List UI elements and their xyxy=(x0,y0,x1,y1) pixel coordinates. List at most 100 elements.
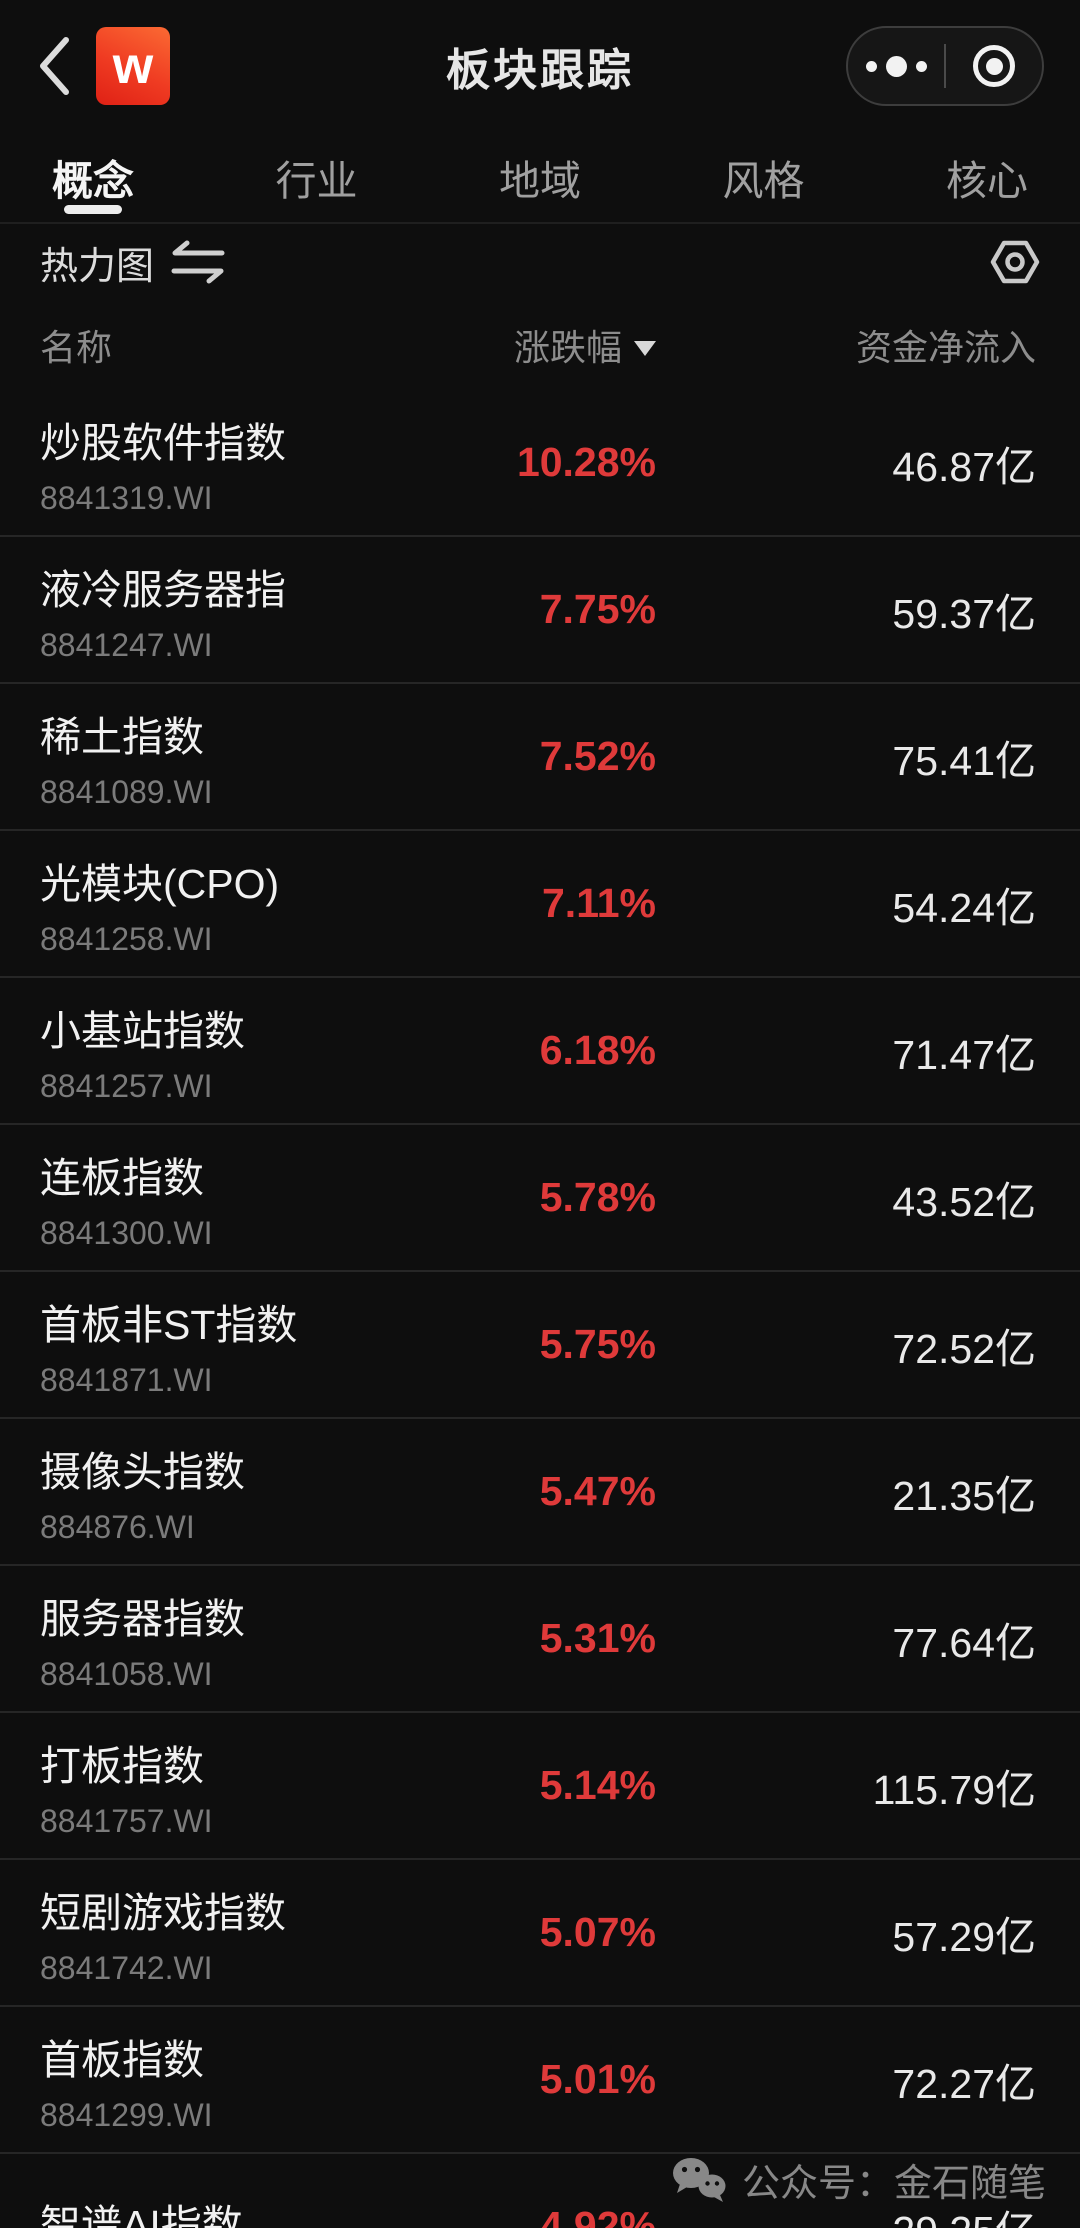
index-name: 连板指数 xyxy=(40,1154,204,1201)
miniprogram-capsule xyxy=(846,26,1044,106)
close-miniprogram-button[interactable] xyxy=(946,28,1042,104)
change-percent: 5.01% xyxy=(539,2056,656,2102)
index-code: 8841300.WI xyxy=(40,1214,213,1251)
index-name: 炒股软件指数 xyxy=(40,419,286,466)
swap-arrows-icon xyxy=(171,240,225,284)
wind-logo: w xyxy=(96,27,170,105)
table-row[interactable]: 打板指数 8841757.WI 5.14% 115.79亿 xyxy=(0,1713,1080,1860)
net-inflow: 77.64亿 xyxy=(892,1619,1036,1666)
tab-label: 地域 xyxy=(499,158,581,204)
index-name: 小基站指数 xyxy=(40,1007,245,1054)
heatmap-toggle-label[interactable]: 热力图 xyxy=(40,245,155,288)
net-inflow: 29.25亿 xyxy=(656,2197,1036,2228)
index-name: 短剧游戏指数 xyxy=(40,1889,286,1936)
index-name: 液冷服务器指 xyxy=(40,566,286,613)
index-name: 稀土指数 xyxy=(40,713,204,760)
change-percent: 7.52% xyxy=(539,733,656,779)
change-percent: 5.75% xyxy=(539,1321,656,1367)
tab-风格[interactable]: 风格 xyxy=(723,132,805,222)
swap-view-button[interactable] xyxy=(170,239,226,285)
tab-label: 概念 xyxy=(52,158,134,204)
index-code: 8841058.WI xyxy=(40,1655,213,1692)
ellipsis-icon xyxy=(865,55,927,77)
active-tab-underline xyxy=(64,205,122,214)
index-name: 首板非ST指数 xyxy=(40,1301,298,1348)
index-code: 8841247.WI xyxy=(40,626,213,663)
change-percent: 4.92% xyxy=(539,2203,656,2228)
net-inflow: 54.24亿 xyxy=(892,884,1036,931)
net-inflow: 71.47亿 xyxy=(892,1031,1036,1078)
index-code: 8841299.WI xyxy=(40,2096,213,2133)
net-inflow: 21.35亿 xyxy=(892,1472,1036,1519)
header-name: 名称 xyxy=(40,327,113,368)
back-chevron-icon xyxy=(40,37,69,95)
back-button[interactable] xyxy=(36,34,80,98)
table-row[interactable]: 小基站指数 8841257.WI 6.18% 71.47亿 xyxy=(0,978,1080,1125)
hexagon-settings-icon xyxy=(990,240,1040,284)
top-bar: w 板块跟踪 xyxy=(0,0,1080,132)
table-row[interactable]: 首板指数 8841299.WI 5.01% 72.27亿 xyxy=(0,2007,1080,2154)
index-code: 884876.WI xyxy=(40,1508,195,1545)
table-header: 名称 涨跌幅 资金净流入 xyxy=(0,300,1080,390)
index-code: 8841871.WI xyxy=(40,1361,213,1398)
table-row[interactable]: 摄像头指数 884876.WI 5.47% 21.35亿 xyxy=(0,1419,1080,1566)
net-inflow: 43.52亿 xyxy=(892,1178,1036,1225)
target-circle-icon xyxy=(973,45,1015,87)
tab-地域[interactable]: 地域 xyxy=(499,132,581,222)
tab-label: 核心 xyxy=(946,158,1028,204)
index-name: 打板指数 xyxy=(40,1742,204,1789)
change-percent: 5.31% xyxy=(539,1615,656,1661)
net-inflow: 75.41亿 xyxy=(892,737,1036,784)
index-name: 摄像头指数 xyxy=(40,1448,245,1495)
view-toolbar: 热力图 xyxy=(0,224,1080,300)
sort-desc-icon xyxy=(634,340,656,356)
net-inflow: 115.79亿 xyxy=(872,1766,1036,1813)
more-options-button[interactable] xyxy=(848,28,944,104)
index-name: 服务器指数 xyxy=(40,1595,245,1642)
change-percent: 5.78% xyxy=(539,1174,656,1220)
table-row[interactable]: 稀土指数 8841089.WI 7.52% 75.41亿 xyxy=(0,684,1080,831)
index-name: 光模块(CPO) xyxy=(40,860,280,907)
tab-label: 风格 xyxy=(722,158,805,204)
tab-行业[interactable]: 行业 xyxy=(276,132,358,222)
change-percent: 10.28% xyxy=(516,439,656,485)
table-row[interactable]: 光模块(CPO) 8841258.WI 7.11% 54.24亿 xyxy=(0,831,1080,978)
index-code: 8841319.WI xyxy=(40,479,213,516)
net-inflow: 72.52亿 xyxy=(892,1325,1036,1372)
index-name: 首板指数 xyxy=(40,2036,204,2083)
table-row[interactable]: 智谱AI指数 4.92% 29.25亿 xyxy=(0,2154,1080,2228)
net-inflow: 46.87亿 xyxy=(892,443,1036,490)
net-inflow: 59.37亿 xyxy=(892,590,1036,637)
change-percent: 7.75% xyxy=(539,586,656,632)
tab-概念[interactable]: 概念 xyxy=(52,132,134,222)
index-code: 8841257.WI xyxy=(40,1067,213,1104)
index-code: 8841757.WI xyxy=(40,1802,213,1839)
net-inflow: 72.27亿 xyxy=(892,2060,1036,2107)
category-tab-bar: 概念 行业 地域 风格 核心 xyxy=(0,132,1080,224)
table-row[interactable]: 炒股软件指数 8841319.WI 10.28% 46.87亿 xyxy=(0,390,1080,537)
index-code: 8841258.WI xyxy=(40,920,213,957)
change-percent: 5.47% xyxy=(539,1468,656,1514)
table-row[interactable]: 液冷服务器指 8841247.WI 7.75% 59.37亿 xyxy=(0,537,1080,684)
tab-核心[interactable]: 核心 xyxy=(946,132,1028,222)
table-row[interactable]: 短剧游戏指数 8841742.WI 5.07% 57.29亿 xyxy=(0,1860,1080,2007)
index-list: 炒股软件指数 8841319.WI 10.28% 46.87亿 液冷服务器指 8… xyxy=(0,390,1080,2228)
change-percent: 7.11% xyxy=(542,880,656,926)
change-percent: 5.07% xyxy=(539,1909,656,1955)
table-row[interactable]: 首板非ST指数 8841871.WI 5.75% 72.52亿 xyxy=(0,1272,1080,1419)
header-change-label: 涨跌幅 xyxy=(513,327,622,368)
header-change-sort[interactable]: 涨跌幅 xyxy=(460,319,656,371)
index-name: 智谱AI指数 xyxy=(40,2202,243,2228)
net-inflow: 57.29亿 xyxy=(892,1913,1036,1960)
tab-label: 行业 xyxy=(275,158,358,204)
capsule-divider xyxy=(944,44,946,88)
index-code: 8841742.WI xyxy=(40,1949,213,1986)
change-percent: 6.18% xyxy=(539,1027,656,1073)
settings-button[interactable] xyxy=(990,239,1040,285)
table-row[interactable]: 连板指数 8841300.WI 5.78% 43.52亿 xyxy=(0,1125,1080,1272)
header-flow: 资金净流入 xyxy=(855,327,1036,368)
table-row[interactable]: 服务器指数 8841058.WI 5.31% 77.64亿 xyxy=(0,1566,1080,1713)
index-code: 8841089.WI xyxy=(40,773,213,810)
change-percent: 5.14% xyxy=(539,1762,656,1808)
